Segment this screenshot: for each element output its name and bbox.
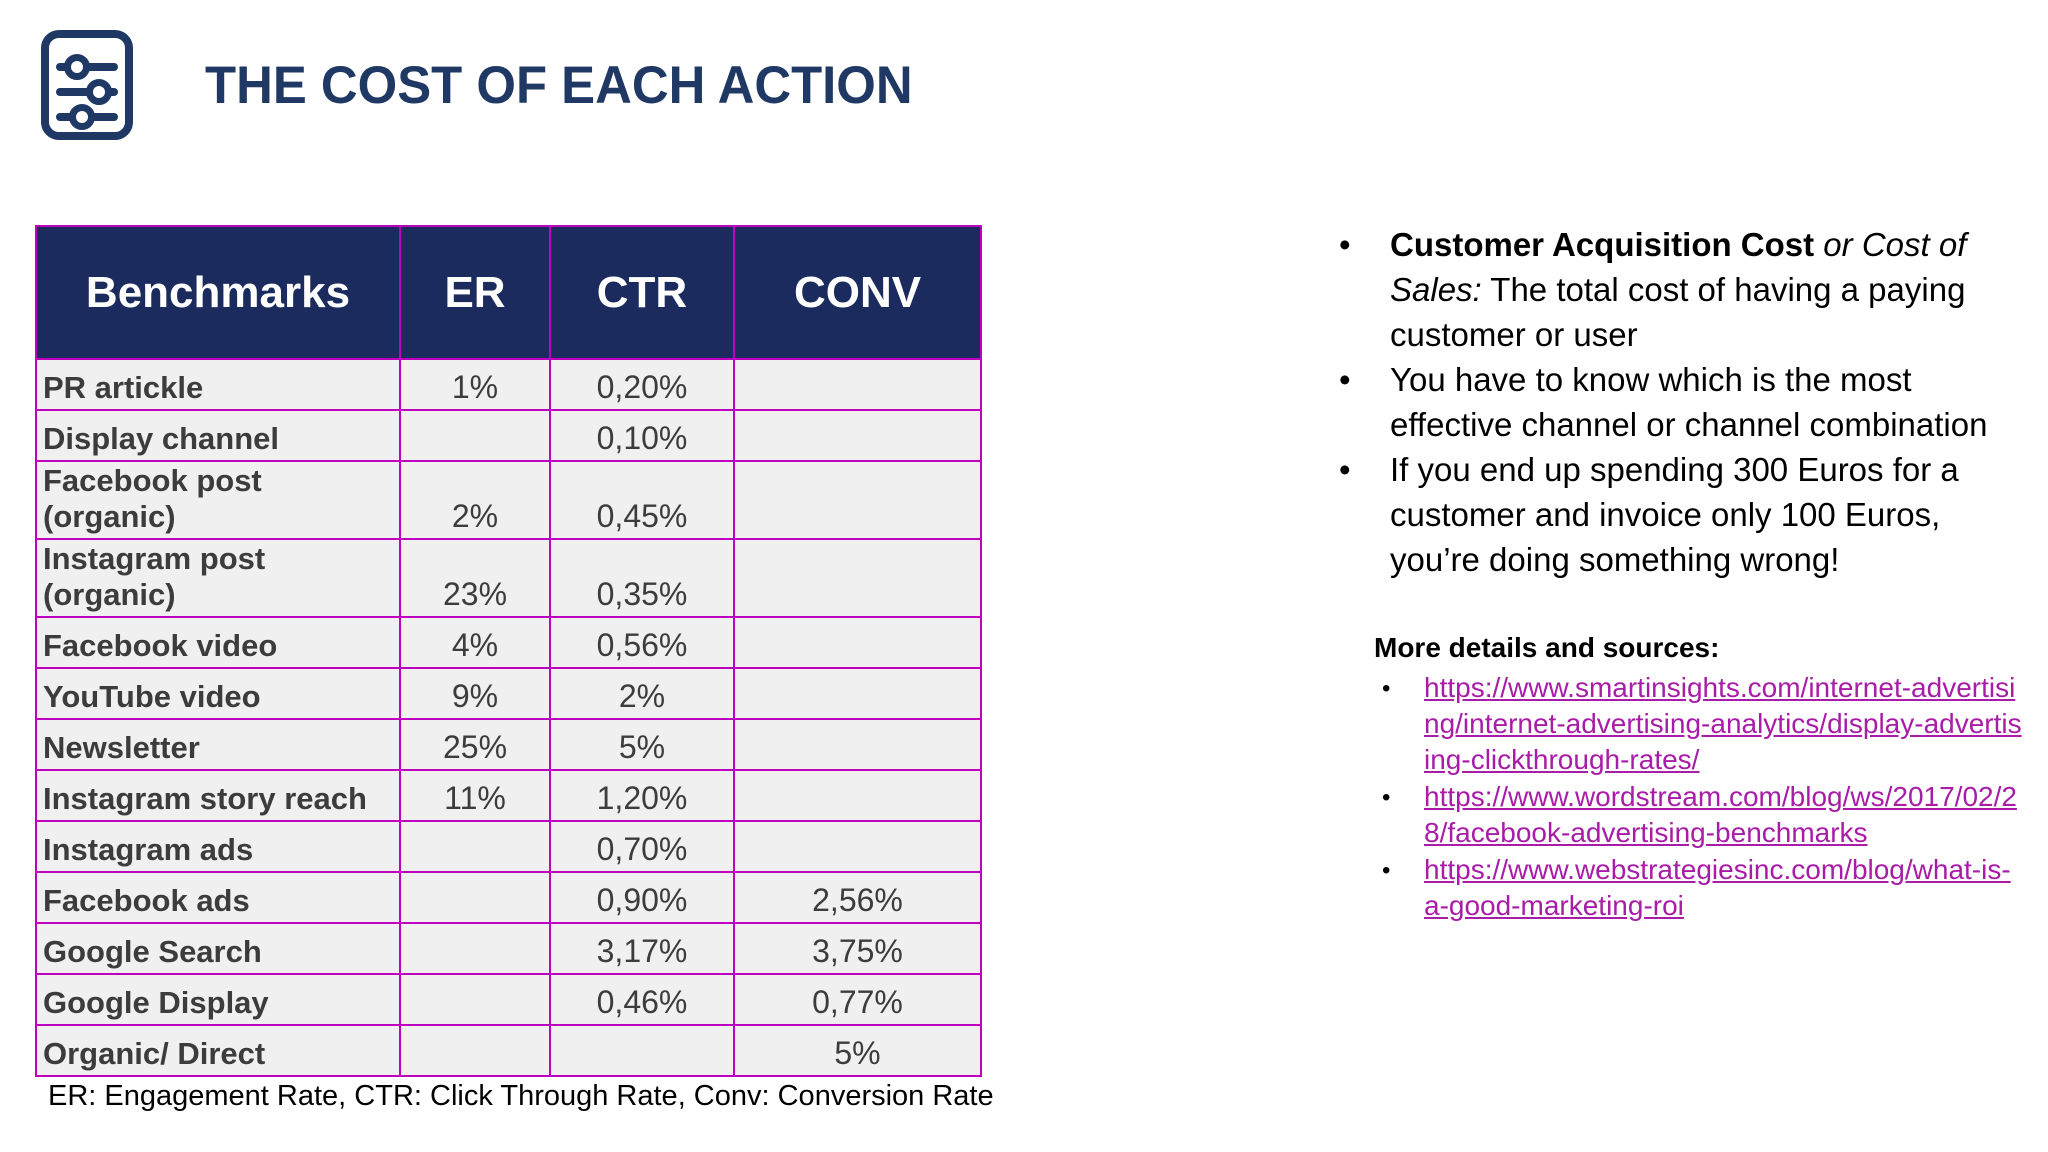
er-cell bbox=[399, 409, 551, 462]
er-cell bbox=[399, 1024, 551, 1077]
conv-cell bbox=[733, 769, 982, 822]
notes-panel: Customer Acquisition Cost or Cost of Sal… bbox=[1337, 222, 2025, 924]
conv-cell: 3,75% bbox=[733, 922, 982, 975]
table-row: Instagram story reach 11% 1,20% bbox=[35, 769, 982, 822]
er-cell: 25% bbox=[399, 718, 551, 771]
bullet-spending-example-text: If you end up spending 300 Euros for a c… bbox=[1390, 451, 1959, 578]
table-row: Instagram ads 0,70% bbox=[35, 820, 982, 873]
conv-cell bbox=[733, 667, 982, 720]
er-cell: 9% bbox=[399, 667, 551, 720]
er-cell bbox=[399, 820, 551, 873]
benchmark-cell: Organic/ Direct bbox=[35, 1024, 401, 1077]
conv-cell bbox=[733, 409, 982, 462]
ctr-cell: 1,20% bbox=[549, 769, 735, 822]
col-header-conv: CONV bbox=[733, 225, 982, 360]
table-row: Facebook post (organic) 2% 0,45% bbox=[35, 460, 982, 540]
sources-link-list: https://www.smartinsights.com/internet-a… bbox=[1374, 670, 2025, 924]
slide-header: THE COST OF EACH ACTION bbox=[35, 28, 942, 142]
benchmark-cell: Newsletter bbox=[35, 718, 401, 771]
conv-cell bbox=[733, 358, 982, 411]
bullet-cac-bold: Customer Acquisition Cost bbox=[1390, 226, 1815, 263]
benchmark-cell: Instagram story reach bbox=[35, 769, 401, 822]
bullet-cac: Customer Acquisition Cost or Cost of Sal… bbox=[1337, 222, 2025, 357]
col-header-ctr: CTR bbox=[549, 225, 735, 360]
source-link-webstrategies[interactable]: https://www.webstrategiesinc.com/blog/wh… bbox=[1424, 854, 2011, 921]
conv-cell bbox=[733, 538, 982, 618]
page-title: THE COST OF EACH ACTION bbox=[205, 55, 913, 115]
ctr-cell bbox=[549, 1024, 735, 1077]
table-row: Facebook video 4% 0,56% bbox=[35, 616, 982, 669]
ctr-cell: 0,35% bbox=[549, 538, 735, 618]
list-item: https://www.webstrategiesinc.com/blog/wh… bbox=[1374, 852, 2025, 924]
benchmark-cell: PR artickle bbox=[35, 358, 401, 411]
table-row: Facebook ads 0,90% 2,56% bbox=[35, 871, 982, 924]
table-row: Display channel 0,10% bbox=[35, 409, 982, 462]
table-row: PR artickle 1% 0,20% bbox=[35, 358, 982, 411]
ctr-cell: 2% bbox=[549, 667, 735, 720]
table-header-row: Benchmarks ER CTR CONV bbox=[35, 225, 982, 360]
table-row: Google Search 3,17% 3,75% bbox=[35, 922, 982, 975]
sources-section: More details and sources: https://www.sm… bbox=[1337, 632, 2025, 924]
ctr-cell: 0,70% bbox=[549, 820, 735, 873]
ctr-cell: 0,45% bbox=[549, 460, 735, 540]
ctr-cell: 0,90% bbox=[549, 871, 735, 924]
benchmark-cell: Instagram ads bbox=[35, 820, 401, 873]
benchmarks-table: Benchmarks ER CTR CONV PR artickle 1% 0,… bbox=[35, 225, 982, 1077]
bullet-cac-italic: or Cost of Sales: bbox=[1390, 226, 1967, 308]
ctr-cell: 0,10% bbox=[549, 409, 735, 462]
er-cell bbox=[399, 871, 551, 924]
ctr-cell: 0,20% bbox=[549, 358, 735, 411]
conv-cell: 5% bbox=[733, 1024, 982, 1077]
benchmark-cell: Facebook ads bbox=[35, 871, 401, 924]
conv-cell bbox=[733, 460, 982, 540]
sliders-icon bbox=[41, 30, 133, 140]
col-header-benchmarks: Benchmarks bbox=[35, 225, 401, 360]
sources-title: More details and sources: bbox=[1374, 632, 1720, 663]
er-cell: 1% bbox=[399, 358, 551, 411]
bullet-effective-channel-text: You have to know which is the most effec… bbox=[1390, 361, 1988, 443]
benchmark-cell: Google Search bbox=[35, 922, 401, 975]
table-row: Newsletter 25% 5% bbox=[35, 718, 982, 771]
benchmark-cell: Display channel bbox=[35, 409, 401, 462]
bullet-cac-rest: The total cost of having a paying custom… bbox=[1390, 271, 1966, 353]
er-cell bbox=[399, 973, 551, 1026]
source-link-wordstream[interactable]: https://www.wordstream.com/blog/ws/2017/… bbox=[1424, 781, 2017, 848]
er-cell bbox=[399, 922, 551, 975]
abbreviations-footnote: ER: Engagement Rate, CTR: Click Through … bbox=[48, 1080, 994, 1112]
ctr-cell: 3,17% bbox=[549, 922, 735, 975]
table-row: YouTube video 9% 2% bbox=[35, 667, 982, 720]
er-cell: 4% bbox=[399, 616, 551, 669]
conv-cell bbox=[733, 718, 982, 771]
col-header-er: ER bbox=[399, 225, 551, 360]
table-row: Organic/ Direct 5% bbox=[35, 1024, 982, 1077]
er-cell: 23% bbox=[399, 538, 551, 618]
conv-cell: 0,77% bbox=[733, 973, 982, 1026]
er-cell: 2% bbox=[399, 460, 551, 540]
list-item: https://www.wordstream.com/blog/ws/2017/… bbox=[1374, 779, 2025, 851]
er-cell: 11% bbox=[399, 769, 551, 822]
benchmark-cell: Facebook video bbox=[35, 616, 401, 669]
benchmark-cell: Google Display bbox=[35, 973, 401, 1026]
ctr-cell: 0,56% bbox=[549, 616, 735, 669]
ctr-cell: 0,46% bbox=[549, 973, 735, 1026]
bullet-effective-channel: You have to know which is the most effec… bbox=[1337, 357, 2025, 447]
table-row: Google Display 0,46% 0,77% bbox=[35, 973, 982, 1026]
conv-cell: 2,56% bbox=[733, 871, 982, 924]
notes-bullet-list: Customer Acquisition Cost or Cost of Sal… bbox=[1337, 222, 2025, 582]
benchmark-cell: Instagram post (organic) bbox=[35, 538, 401, 618]
bullet-spending-example: If you end up spending 300 Euros for a c… bbox=[1337, 447, 2025, 582]
ctr-cell: 5% bbox=[549, 718, 735, 771]
conv-cell bbox=[733, 820, 982, 873]
source-link-smartinsights[interactable]: https://www.smartinsights.com/internet-a… bbox=[1424, 672, 2022, 775]
conv-cell bbox=[733, 616, 982, 669]
benchmark-cell: Facebook post (organic) bbox=[35, 460, 401, 540]
table-row: Instagram post (organic) 23% 0,35% bbox=[35, 538, 982, 618]
list-item: https://www.smartinsights.com/internet-a… bbox=[1374, 670, 2025, 778]
benchmark-cell: YouTube video bbox=[35, 667, 401, 720]
